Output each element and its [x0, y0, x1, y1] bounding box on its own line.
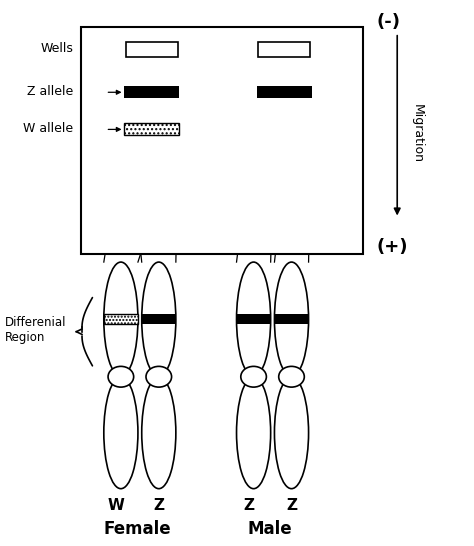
- Bar: [274, 314, 309, 324]
- Text: (-): (-): [377, 13, 401, 31]
- Bar: [237, 314, 271, 324]
- Ellipse shape: [146, 366, 172, 387]
- Text: Male: Male: [248, 520, 292, 537]
- Ellipse shape: [108, 366, 134, 387]
- Text: Wells: Wells: [41, 41, 73, 55]
- Ellipse shape: [104, 262, 138, 377]
- Ellipse shape: [279, 366, 304, 387]
- Bar: [142, 314, 176, 324]
- Text: W allele: W allele: [23, 122, 73, 135]
- Bar: [257, 86, 311, 98]
- Ellipse shape: [274, 262, 309, 377]
- Text: Migration: Migration: [410, 104, 424, 163]
- Text: W: W: [108, 497, 125, 513]
- Ellipse shape: [104, 377, 138, 489]
- Bar: [104, 314, 138, 324]
- Ellipse shape: [142, 262, 176, 377]
- Bar: [124, 123, 179, 135]
- Ellipse shape: [237, 377, 271, 489]
- Bar: [124, 86, 179, 98]
- Text: Z: Z: [286, 497, 297, 513]
- Bar: [126, 42, 178, 57]
- Text: Female: Female: [104, 520, 171, 537]
- Text: Z: Z: [153, 497, 164, 513]
- Ellipse shape: [237, 262, 271, 377]
- Text: Differenial
Region: Differenial Region: [5, 316, 66, 345]
- Ellipse shape: [142, 377, 176, 489]
- Bar: [258, 42, 310, 57]
- Ellipse shape: [274, 377, 309, 489]
- Ellipse shape: [241, 366, 266, 387]
- Text: Z allele: Z allele: [27, 85, 73, 98]
- Text: Z: Z: [243, 497, 255, 513]
- Bar: [81, 27, 363, 254]
- Text: (+): (+): [377, 238, 408, 256]
